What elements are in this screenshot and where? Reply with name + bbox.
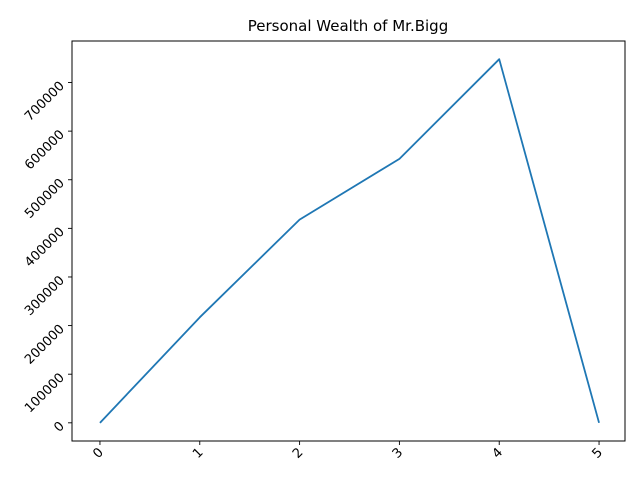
series-line-0 (99, 58, 600, 424)
plot-area-frame (71, 40, 626, 442)
chart-title: Personal Wealth of Mr.Bigg (248, 17, 448, 35)
series-layer (99, 58, 600, 424)
